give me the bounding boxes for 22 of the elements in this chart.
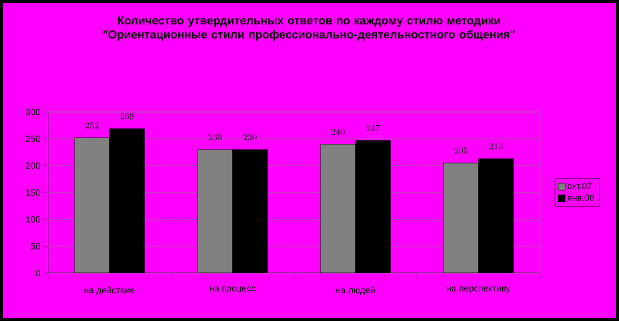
x-tick-label: на процесс xyxy=(210,286,256,294)
y-tick-label: 250 xyxy=(26,136,40,142)
y-tick-label: 200 xyxy=(26,162,40,169)
data-label: 205 xyxy=(454,147,468,154)
data-label: 252 xyxy=(86,122,98,128)
data-label: 269 xyxy=(120,113,134,120)
chart-title: Количество утвердительных ответов по каждому стилю методики "Ориентационные стили профессионально-деятельностного общения" xyxy=(103,16,515,41)
data-label: 213 xyxy=(490,143,503,150)
y-tick-label: 300 xyxy=(26,108,40,116)
y-tick-label: 0 xyxy=(36,270,40,276)
data-label: 230 xyxy=(208,134,222,140)
x-tick-label: на людей xyxy=(336,286,375,295)
x-tick-label: на перспективу xyxy=(447,286,510,294)
data-label: 240 xyxy=(332,128,345,135)
data-label: 247 xyxy=(366,124,380,132)
x-tick-label: на действие xyxy=(84,286,135,295)
y-tick-label: 100 xyxy=(26,216,40,223)
y-tick-label: 150 xyxy=(26,189,40,196)
legend-label: окт.07 xyxy=(568,182,592,190)
y-tick-label: 50 xyxy=(30,242,40,250)
data-label: 230 xyxy=(244,134,257,140)
legend-label: янв.08 xyxy=(567,194,594,201)
